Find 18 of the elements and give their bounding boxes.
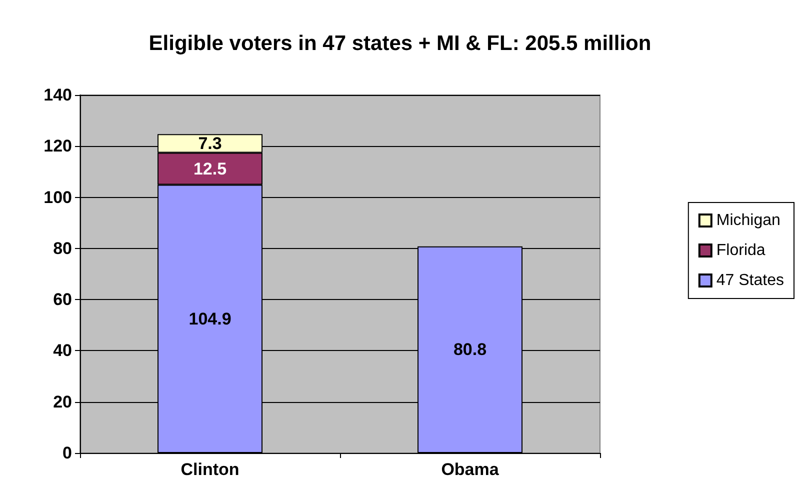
data-label: 80.8 bbox=[453, 340, 487, 360]
y-tick-label: 40 bbox=[53, 341, 72, 360]
y-tick-label: 100 bbox=[44, 188, 72, 207]
y-tick-label: 60 bbox=[53, 290, 72, 310]
data-label: 104.9 bbox=[188, 309, 232, 328]
legend-label: Florida bbox=[716, 242, 766, 259]
legend-label: 47 States bbox=[716, 272, 784, 289]
y-tick-label: 80 bbox=[53, 238, 72, 258]
y-tick-label: 20 bbox=[53, 392, 72, 412]
chart-title: Eligible voters in 47 states + MI & FL: 205.5 million bbox=[148, 32, 652, 55]
legend-label: Michigan bbox=[716, 212, 780, 229]
x-tick-label: Clinton bbox=[180, 460, 240, 479]
x-tick-label: Obama bbox=[441, 460, 500, 479]
y-tick-label: 120 bbox=[44, 136, 72, 156]
y-tick-label: 140 bbox=[44, 86, 72, 104]
data-label: 12.5 bbox=[193, 159, 227, 178]
y-tick-label: 0 bbox=[62, 444, 72, 462]
data-label: 7.3 bbox=[198, 134, 222, 153]
